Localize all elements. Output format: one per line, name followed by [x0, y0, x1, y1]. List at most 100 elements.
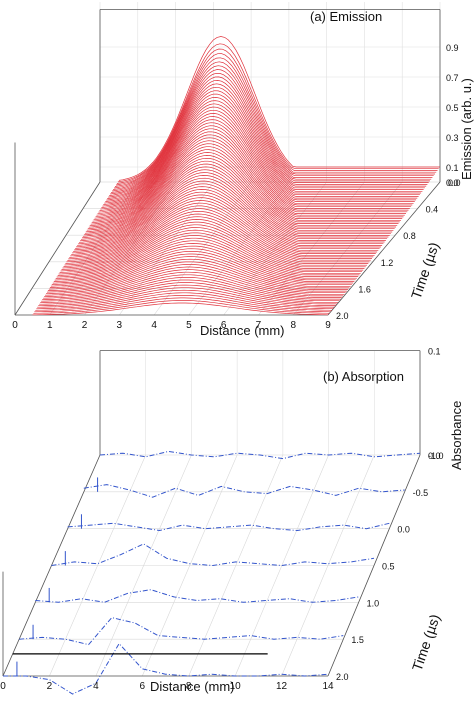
emission-y-tick-labels: 0.0 0.4 0.8 1.2 1.6 2.0 — [336, 178, 461, 321]
emission-y-tick-label: 0.0 — [448, 178, 461, 188]
absorption-series-line — [51, 543, 375, 567]
emission-series-line — [93, 131, 408, 221]
emission-series-line — [113, 65, 433, 190]
emission-series-line — [75, 186, 384, 249]
emission-y-tick-label: 0.4 — [426, 205, 439, 215]
emission-series-line — [91, 137, 405, 224]
emission-z-tick-labels: 0.0 0.1 0.3 0.5 0.7 0.9 — [446, 43, 459, 188]
emission-series-line — [72, 194, 380, 254]
emission-series-line — [44, 271, 344, 298]
emission-series-line — [54, 243, 357, 281]
absorption-x-tick-label: 0 — [0, 681, 6, 692]
emission-x-axis-label: Distance (mm) — [200, 323, 285, 338]
emission-series-line — [97, 119, 413, 215]
absorption-series-line — [19, 617, 344, 646]
emission-y-tick-label: 1.6 — [358, 284, 371, 294]
emission-axis-line — [327, 181, 441, 316]
emission-series-line — [73, 191, 381, 252]
emission-series-line — [36, 292, 333, 310]
absorption-y-tick-label: 1.0 — [367, 598, 380, 608]
emission-series-line — [63, 219, 369, 267]
emission-x-tick-label: 8 — [290, 320, 296, 331]
emission-y-axis-label: Time (µs) — [408, 240, 442, 301]
emission-series-line — [88, 146, 401, 228]
emission-series-line — [47, 261, 349, 291]
emission-series-line — [117, 43, 439, 183]
emission-series-line — [38, 287, 336, 307]
emission-z-axis-label: Emission (arb. u.) — [459, 78, 474, 180]
emission-series-line — [86, 152, 399, 231]
absorption-z-tick-label: 0.0 — [428, 451, 441, 461]
emission-series-line — [115, 53, 437, 186]
absorption-y-tick-label: 0.5 — [382, 562, 395, 572]
emission-series-line — [70, 200, 378, 257]
emission-series-line — [84, 157, 396, 234]
emission-axis-line — [14, 181, 101, 316]
absorption-x-tick-label: 2 — [47, 681, 53, 692]
absorption-series-line — [67, 522, 390, 532]
emission-series-line — [107, 86, 425, 199]
absorption-y-tick-labels: -1.0 -0.5 0.0 0.5 1.0 1.5 2.0 — [336, 451, 444, 682]
emission-x-tick-label: 0 — [12, 320, 18, 331]
absorption-z-tick-label: 0.1 — [428, 347, 441, 357]
emission-panel: (a) Emission 0 1 2 3 4 5 6 7 8 9 0.0 0.4 0.8 1.2 1.6 2… — [12, 2, 474, 338]
absorption-axis-line — [327, 454, 421, 677]
emission-x-tick-label: 1 — [47, 320, 53, 331]
emission-series-line — [99, 113, 415, 211]
emission-series-line — [46, 264, 347, 293]
emission-z-tick-label: 0.7 — [446, 73, 459, 83]
emission-series-line — [52, 248, 355, 284]
emission-series-line — [39, 284, 337, 305]
emission-series-line — [58, 232, 362, 275]
absorption-y-tick-label: 1.5 — [351, 635, 364, 645]
emission-series-line — [40, 282, 339, 304]
absorption-axes — [2, 350, 421, 677]
emission-series-line — [74, 189, 383, 251]
absorption-grid — [2, 350, 421, 677]
emission-series-line — [55, 240, 359, 279]
absorption-z-tick-labels: 0.0 0.1 — [428, 347, 441, 461]
emission-series-line — [113, 61, 434, 189]
emission-series-line — [37, 289, 335, 308]
emission-series-line — [48, 258, 350, 290]
emission-series-group — [32, 36, 440, 316]
emission-series-line — [78, 175, 389, 243]
emission-x-tick-label: 6 — [221, 320, 227, 331]
emission-series-line — [43, 274, 342, 299]
emission-series-line — [49, 256, 351, 288]
emission-series-line — [82, 163, 394, 237]
emission-series-line — [90, 140, 404, 225]
absorption-title: (b) Absorption — [323, 369, 404, 384]
emission-series-line — [100, 109, 417, 210]
emission-x-tick-label: 2 — [82, 320, 88, 331]
absorption-series-line — [83, 484, 405, 498]
emission-series-line — [94, 128, 409, 219]
absorption-x-tick-label: 10 — [230, 681, 242, 692]
emission-series-line — [87, 149, 400, 230]
emission-series-line — [102, 103, 419, 207]
absorption-x-tick-label: 4 — [93, 681, 99, 692]
emission-series-line — [80, 169, 391, 240]
absorption-x-axis-label: Distance (mm) — [150, 679, 235, 694]
absorption-x-tick-labels: 0 2 4 6 8 10 12 14 — [0, 681, 334, 692]
emission-series-line — [64, 216, 370, 266]
emission-x-tick-label: 5 — [186, 320, 192, 331]
emission-series-line — [65, 213, 371, 264]
emission-axes — [14, 9, 441, 316]
emission-series-line — [41, 279, 340, 302]
emission-series-line — [56, 237, 360, 278]
absorption-y-tick-label: 2.0 — [336, 672, 349, 682]
emission-x-tick-label: 7 — [256, 320, 262, 331]
emission-series-line — [79, 172, 390, 242]
emission-series-line — [69, 202, 376, 258]
absorption-x-tick-label: 6 — [140, 681, 146, 692]
emission-z-tick-label: 0.1 — [446, 163, 459, 173]
emission-series-line — [96, 122, 412, 216]
emission-series-line — [61, 224, 366, 270]
emission-y-tick-label: 2.0 — [336, 311, 349, 321]
emission-series-line — [66, 210, 372, 263]
absorption-series-line — [99, 450, 421, 460]
emission-series-line — [62, 221, 367, 269]
